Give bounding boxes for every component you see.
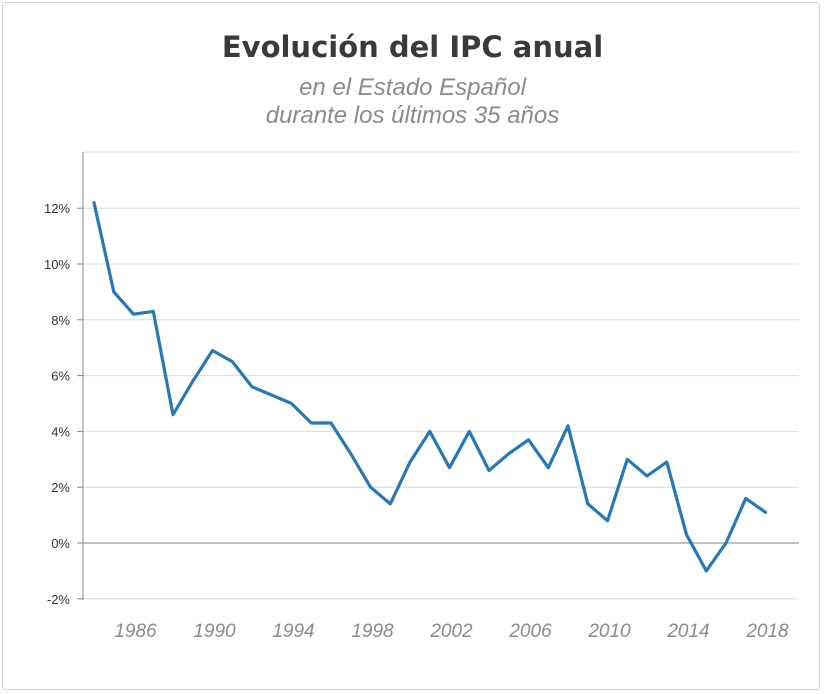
y-tick-label: 6% [51,369,70,384]
ipc-data-point [112,290,115,294]
x-tick-label: 2006 [508,621,552,642]
ipc-data-point [389,502,392,506]
ipc-data-point [408,460,412,464]
ipc-data-point [191,379,194,383]
y-tick-label: 10% [44,257,70,272]
ipc-data-point [547,466,550,469]
ipc-data-point [290,402,293,405]
ipc-data-point [626,458,629,461]
y-tick-label: -2% [47,592,71,607]
x-tick-label: 2014 [666,621,709,642]
ipc-data-point [448,466,451,469]
ipc-data-point [724,541,728,545]
ipc-data-point [527,438,530,441]
y-tick-label: 0% [51,536,70,551]
y-tick-label: 12% [44,201,70,216]
ipc-data-point [428,430,431,433]
ipc-data-point [329,421,333,425]
x-tick-label: 1998 [351,621,394,642]
x-tick-label: 2018 [745,621,789,642]
ipc-data-point [645,474,649,478]
ipc-series-line [92,201,768,573]
ipc-data-point [250,385,254,388]
chart-subtitle-line-2: durante los últimos 35 años [265,102,560,129]
ipc-data-point [211,349,214,352]
y-tick-label: 8% [51,313,70,328]
x-tick-label: 2010 [587,621,631,642]
ipc-data-point [764,511,767,514]
ipc-data-point [566,424,570,428]
ipc-data-point [369,486,372,489]
chart-title: Evolución del IPC anual [221,30,604,64]
ipc-data-point [270,393,273,397]
ipc-data-point [152,310,155,313]
chart-subtitle-line-1: en el Estado Español [299,74,526,101]
ipc-data-point [665,460,668,464]
ipc-data-point [92,201,96,204]
x-tick-label: 1994 [272,621,314,642]
ipc-data-point [685,533,688,536]
x-tick-label: 2002 [429,621,473,642]
ipc-data-point [310,421,313,425]
ipc-data-point [468,430,471,433]
y-tick-label: 4% [51,424,70,439]
ipc-data-point [606,519,609,522]
x-tick-label: 1986 [114,621,157,642]
y-tick-label: 2% [51,480,70,495]
ipc-data-point [705,569,708,573]
ipc-data-point [744,497,747,500]
ipc-data-point [349,452,352,455]
ipc-data-point [586,502,589,506]
x-tick-label: 1990 [193,621,236,642]
ipc-data-point [231,360,234,363]
ipc-data-point [487,469,491,472]
ipc-data-point [132,313,135,316]
ipc-data-point [507,452,510,455]
ipc-data-point [171,413,175,416]
